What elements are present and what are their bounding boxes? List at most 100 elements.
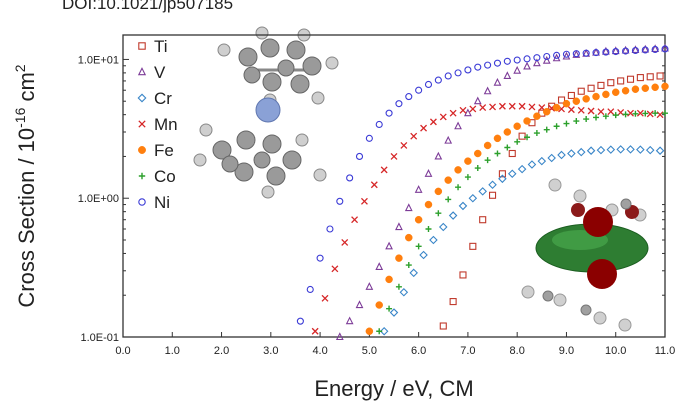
data-point-co [612,112,619,119]
data-point-v [641,44,650,53]
data-point-fe [493,134,502,143]
data-point-ni [641,46,649,54]
data-point-cr [626,145,635,154]
data-point-fe [474,149,482,158]
data-point-co [474,165,481,172]
data-point-fe [414,215,423,224]
legend-label-ti: Ti [154,37,168,56]
data-point-mn [439,113,447,121]
data-point-ni [365,134,373,142]
data-point-v [611,46,620,55]
data-point-co [573,118,580,125]
data-point-co [376,328,383,335]
data-point-mn [498,102,506,110]
data-point-v [365,282,374,290]
data-point-mn [400,141,408,149]
data-point-fe [552,103,561,112]
data-point-co [504,144,511,151]
data-point-cr [399,288,409,297]
legend-marker-fe [138,146,146,154]
y-axis-title-main: Cross Section / 10 [14,128,39,308]
data-point-cr [636,145,645,154]
legend-item-fe: Fe [138,141,174,160]
data-point-v [434,151,443,160]
data-point-fe [503,128,512,136]
data-point-ni [454,69,462,77]
legend-item-v: V [137,63,166,82]
data-point-fe [661,82,669,91]
x-tick-label: 5.0 [362,345,377,357]
x-tick-label: 0.0 [115,345,130,357]
x-tick-label: 3.0 [263,345,278,357]
data-point-v [404,203,413,212]
data-point-v [513,65,522,74]
data-point-ti [646,73,654,81]
legend-label-mn: Mn [154,115,178,134]
data-point-mn [321,294,329,302]
data-point-ti [557,96,566,104]
data-point-v [375,262,384,270]
data-point-cr [389,308,399,317]
x-tick-label: 2.0 [214,345,229,357]
data-point-fe [405,233,413,242]
data-point-cr [576,147,586,157]
data-point-co [602,113,609,120]
legend-marker-mn [138,120,146,128]
data-point-cr [567,149,576,158]
data-point-ni [533,54,541,62]
data-point-ni [592,49,600,57]
data-point-fe [572,97,581,105]
data-point-co [514,138,521,145]
legend-item-ni: Ni [138,193,170,212]
data-point-cr [488,180,497,190]
data-point-mn [410,132,418,140]
data-point-ni [503,57,511,65]
molecule-illustration-bottom [193,123,327,199]
data-point-v [493,77,502,86]
data-point-co [553,123,560,130]
series-fe [365,82,669,336]
data-point-co [435,210,442,217]
series-co [376,110,668,335]
data-point-ni [424,80,433,89]
data-point-co [415,243,422,250]
data-point-co [662,110,668,117]
data-point-ni [444,72,452,80]
data-point-co [494,150,501,157]
data-point-mn [597,108,605,116]
data-point-co [386,305,393,312]
legend-item-cr: Cr [137,89,172,108]
series-ni [296,45,669,325]
data-point-mn [370,181,378,189]
data-point-mn [449,109,457,117]
data-point-mn [311,327,319,335]
data-point-ni [355,152,364,160]
series-cr [379,145,665,336]
data-point-ti [656,72,664,80]
x-axis: 0.0 1.0 2.0 3.0 4.0 5.0 6.0 7.0 8.0 9.0 10.0 11.0 [115,332,675,357]
data-point-mn [607,108,615,116]
data-point-ti [508,149,516,158]
data-point-v [661,43,669,52]
data-point-ni [306,285,314,294]
data-point-mn [567,106,575,114]
data-point-mn [636,109,644,117]
data-point-ni [523,55,531,63]
data-point-ni [612,47,620,56]
y-tick-label: 1.0E+01 [78,54,119,66]
data-point-cr [468,193,478,203]
data-point-cr [458,201,468,211]
data-point-fe [611,88,620,97]
data-point-mn [469,105,477,113]
legend-item-co: Co [138,167,176,186]
data-point-fe [375,301,383,309]
data-point-ni [562,50,571,58]
orbital-illustration [521,178,649,332]
data-point-ti [607,79,615,87]
data-point-ni [296,317,304,325]
data-point-ni [543,52,551,61]
data-point-ni [582,49,590,57]
legend-label-co: Co [154,167,176,186]
data-point-fe [582,95,590,103]
data-point-v [601,46,610,55]
